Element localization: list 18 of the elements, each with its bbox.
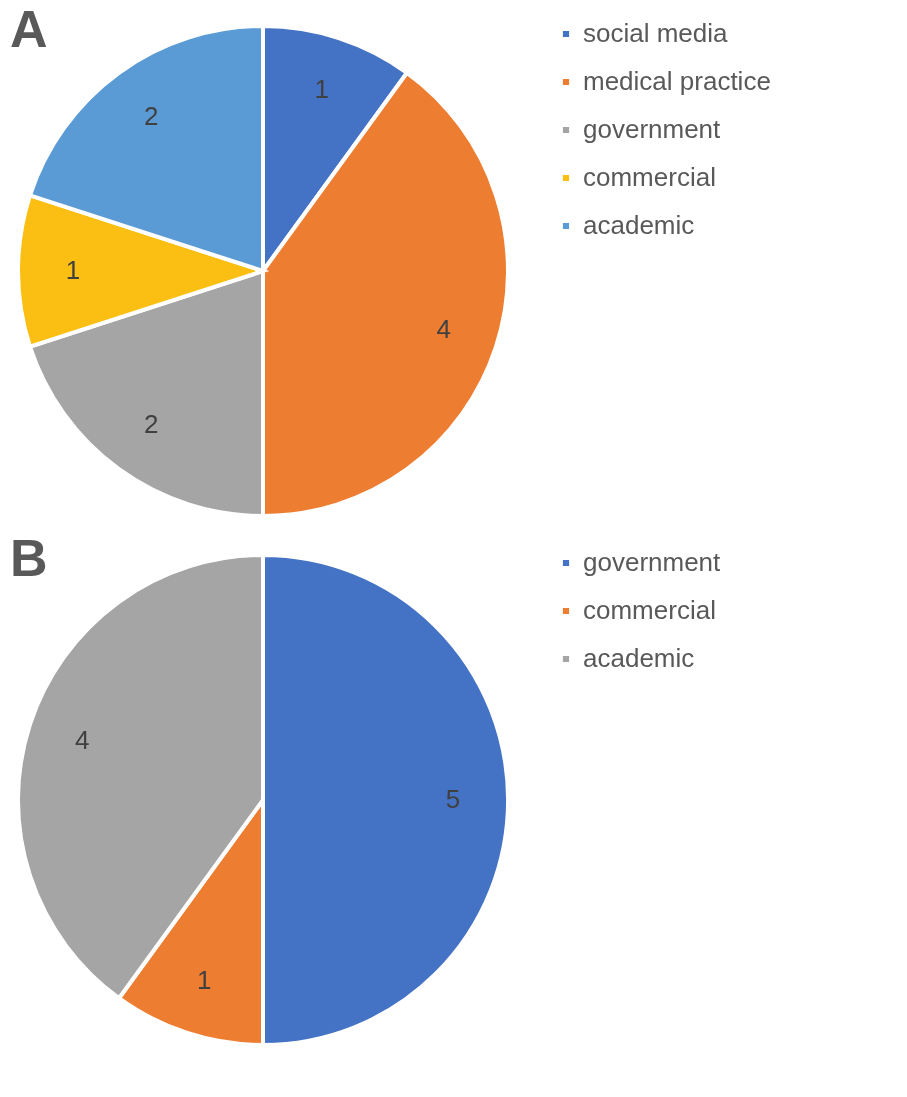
chart-title: B	[10, 529, 48, 587]
legend-label: social media	[583, 18, 729, 48]
data-label: 2	[144, 101, 159, 132]
data-label: 5	[445, 784, 461, 814]
legend-label: government	[583, 114, 722, 144]
legend-label: commercial	[583, 162, 716, 192]
legend-label: government	[583, 547, 722, 577]
data-label: 4	[75, 725, 90, 756]
data-label: 1	[197, 964, 212, 995]
legend-label: academic	[583, 643, 695, 673]
data-label: 1	[65, 255, 81, 285]
legend-label: commercial	[583, 595, 716, 625]
data-label: 2	[144, 408, 159, 439]
data-label: 1	[314, 74, 329, 105]
legend-label: academic	[583, 210, 695, 240]
legend-label: medical practice	[583, 66, 771, 96]
data-label: 4	[436, 313, 451, 344]
chart-title: A	[10, 0, 48, 58]
